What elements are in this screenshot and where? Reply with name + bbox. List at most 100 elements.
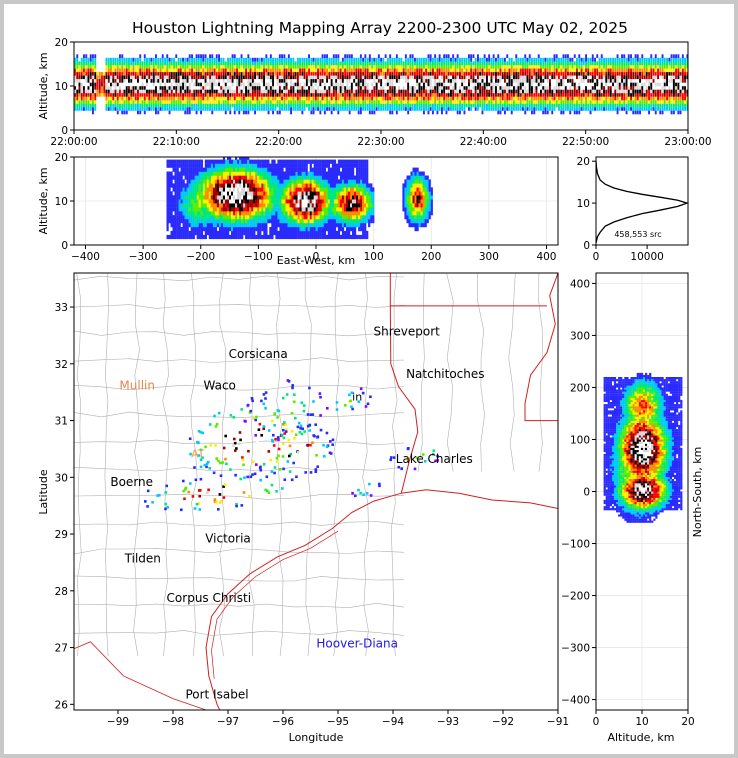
altitude-time-density-cell [517,100,520,104]
altitude-time-density-cell [418,103,421,108]
altitude-time-density-cell [335,61,338,66]
altitude-time-density-cell [204,61,207,66]
altitude-time-density-cell [107,75,110,80]
altitude-ew-density-cell [210,211,213,216]
altitude-time-density-cell [488,64,491,69]
altitude-time-density-cell [159,89,162,94]
altitude-time-density-cell [402,79,405,83]
altitude-time-density-cell [332,103,335,108]
altitude-time-density-cell [78,71,81,76]
altitude-time-density-cell [364,100,367,104]
altitude-time-density-cell [245,103,247,108]
altitude-ew-density-cell [206,171,209,176]
altitude-time-density-cell [488,61,491,66]
altitude-time-density-cell [571,93,574,97]
altitude-time-density-cell [337,61,340,66]
altitude-time-density-cell [269,93,272,97]
altitude-time-density-cell [213,75,216,80]
altitude-time-density-cell [483,100,486,104]
altitude-time-density-cell [290,71,292,76]
altitude-time-density-cell [544,86,547,90]
altitude-time-density-cell [519,96,522,101]
altitude-time-density-cell [368,75,371,80]
altitude-time-density-cell [375,71,378,76]
altitude-time-density-cell [267,100,270,104]
altitude-time-density-cell [112,68,115,73]
altitude-time-density-cell [188,79,191,83]
altitude-time-density-cell [645,93,648,97]
altitude-time-density-cell [287,100,290,104]
altitude-time-density-cell [274,79,277,83]
altitude-time-density-cell [348,86,351,90]
altitude-time-density-cell [627,75,630,80]
altitude-time-density-cell [159,86,162,90]
altitude-time-density-cell [605,61,608,66]
altitude-time-density-cell [146,107,148,111]
altitude-time-density-cell [319,64,322,69]
altitude-time-density-cell [377,86,380,90]
altitude-time-density-cell [310,79,313,83]
altitude-time-density-cell [578,93,581,97]
altitude-time-density-cell [107,71,110,76]
altitude-time-density-cell [346,107,349,111]
altitude-time-density-cell [666,89,668,94]
altitude-ew-density-cell [166,203,169,208]
altitude-time-density-cell [287,89,290,94]
altitude-time-density-cell [272,71,274,76]
altitude-ew-density-cell [225,223,228,228]
altitude-time-density-cell [576,75,578,80]
altitude-time-density-cell [490,64,493,69]
altitude-time-density-cell [125,71,128,76]
altitude-time-density-cell [684,96,686,101]
altitude-time-density-cell [398,100,401,104]
altitude-time-density-cell [168,68,171,73]
altitude-time-density-cell [654,57,657,62]
altitude-time-density-cell [596,71,599,76]
altitude-time-density-cell [92,79,94,83]
altitude-time-density-cell [137,107,139,111]
altitude-time-density-cell [567,75,569,80]
altitude-time-density-cell [193,107,196,111]
altitude-time-density-cell [492,68,495,73]
altitude-time-density-cell [454,64,457,69]
altitude-time-density-cell [411,79,414,83]
altitude-time-density-cell [346,68,349,73]
altitude-time-density-cell [445,68,448,73]
altitude-time-density-cell [677,103,680,108]
altitude-time-density-cell [677,68,680,73]
altitude-time-density-cell [434,89,437,94]
altitude-ew-density-cell [168,179,171,184]
altitude-time-density-cell [164,86,166,90]
altitude-time-density-cell [281,68,283,73]
altitude-time-density-cell [389,71,392,76]
altitude-time-density-cell [555,89,558,94]
altitude-ew-density-cell [198,183,201,188]
altitude-time-density-cell [299,75,301,80]
altitude-time-density-cell [616,107,619,111]
altitude-time-density-cell [544,75,547,80]
altitude-time-density-cell [83,61,85,66]
altitude-time-density-cell [657,79,659,83]
altitude-time-density-cell [375,79,378,83]
altitude-time-density-cell [184,64,187,69]
altitude-ew-density-cell [180,163,183,168]
altitude-ew-density-cell [208,187,211,192]
altitude-time-density-cell [114,100,117,104]
altitude-time-density-cell [389,68,392,73]
altitude-time-density-cell [200,100,202,104]
altitude-time-density-cell [650,100,653,104]
altitude-ew-density-cell [212,191,216,196]
altitude-time-density-cell [600,75,603,80]
altitude-ew-density-cell [229,187,232,192]
altitude-time-density-cell [249,68,252,73]
altitude-time-density-cell [659,68,662,73]
altitude-time-density-cell [663,61,666,66]
altitude-time-density-cell [355,61,358,66]
altitude-time-density-cell [461,107,464,111]
altitude-time-density-cell [182,93,184,97]
altitude-ew-density-cell [231,219,234,224]
altitude-time-density-cell [218,71,220,76]
altitude-time-density-cell [191,107,193,111]
altitude-ew-density-cell [170,203,173,208]
altitude-time-density-cell [666,64,668,69]
